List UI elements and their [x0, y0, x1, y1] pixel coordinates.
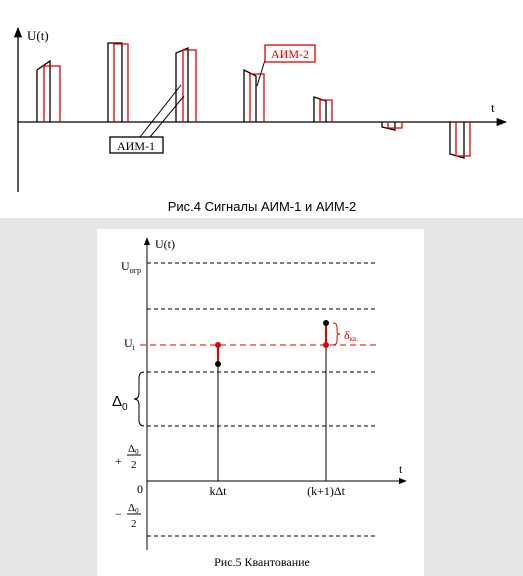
- pulse: [182, 49, 197, 122]
- quantized: [215, 342, 221, 348]
- leader: [256, 59, 266, 87]
- pulse: [313, 96, 327, 122]
- delta0: Δ0: [112, 393, 128, 413]
- aim2-pulses: [43, 43, 471, 157]
- figure5-page: [97, 229, 424, 576]
- sign: +: [115, 454, 122, 468]
- den: 2: [131, 459, 137, 471]
- figure5: [127, 237, 407, 550]
- text: огр: [130, 266, 141, 275]
- delta0-brace: [133, 371, 145, 427]
- aim1-label: АИМ-1: [117, 139, 155, 153]
- caption: Рис.4 Сигналы АИМ-1 и АИМ-2: [168, 199, 357, 214]
- quantized: [323, 342, 329, 348]
- num: Δ0: [128, 443, 139, 456]
- pulse: [107, 42, 123, 122]
- aim2-label: АИМ-2: [271, 47, 309, 61]
- figure4: [13, 26, 508, 192]
- u-label: U(t): [27, 28, 49, 43]
- delta-kv: δкв.: [344, 328, 358, 343]
- u-ogr: Uогр: [121, 259, 141, 275]
- num: Δ0: [128, 502, 139, 515]
- pulse: [319, 99, 333, 122]
- pulse: [175, 47, 189, 122]
- text: Δ: [112, 393, 122, 410]
- text: Δ: [128, 502, 135, 514]
- figure4-area: [0, 0, 523, 218]
- delta-brace: [332, 322, 341, 346]
- pulse: [249, 73, 265, 122]
- levels: [147, 262, 378, 537]
- text: 0: [135, 507, 139, 515]
- text: Δ: [128, 443, 135, 455]
- sample: [323, 320, 329, 326]
- u-label: U(t): [155, 237, 175, 251]
- x-label: (k+1)Δt: [307, 484, 345, 498]
- text: δ: [344, 328, 350, 342]
- u-i: Ui: [124, 336, 136, 352]
- x-label: kΔt: [209, 484, 227, 498]
- t-label: t: [399, 462, 403, 476]
- sample: [215, 361, 221, 367]
- leader: [139, 84, 182, 138]
- pulse: [455, 122, 471, 157]
- zero: 0: [137, 482, 143, 496]
- text: U: [121, 259, 130, 273]
- figure5-labels: U(t) t Uогр Ui Δ0 + Δ0 2 0 − Δ0 2 kΔt (k…: [112, 237, 403, 569]
- pulse: [243, 68, 257, 122]
- sign: −: [115, 507, 122, 521]
- text: кв.: [350, 335, 359, 343]
- text: 0: [135, 448, 139, 456]
- text: 0: [122, 402, 128, 413]
- aim2-box: [264, 44, 316, 63]
- pulse: [43, 65, 61, 122]
- text: U: [124, 336, 133, 350]
- den: 2: [131, 518, 137, 530]
- leader: [149, 95, 185, 138]
- text: i: [133, 343, 136, 352]
- aim1-box: [109, 136, 164, 154]
- caption: Рис.5 Квантование: [214, 555, 310, 569]
- t-label: t: [491, 100, 495, 115]
- pulse: [113, 43, 129, 122]
- pulse: [387, 122, 403, 129]
